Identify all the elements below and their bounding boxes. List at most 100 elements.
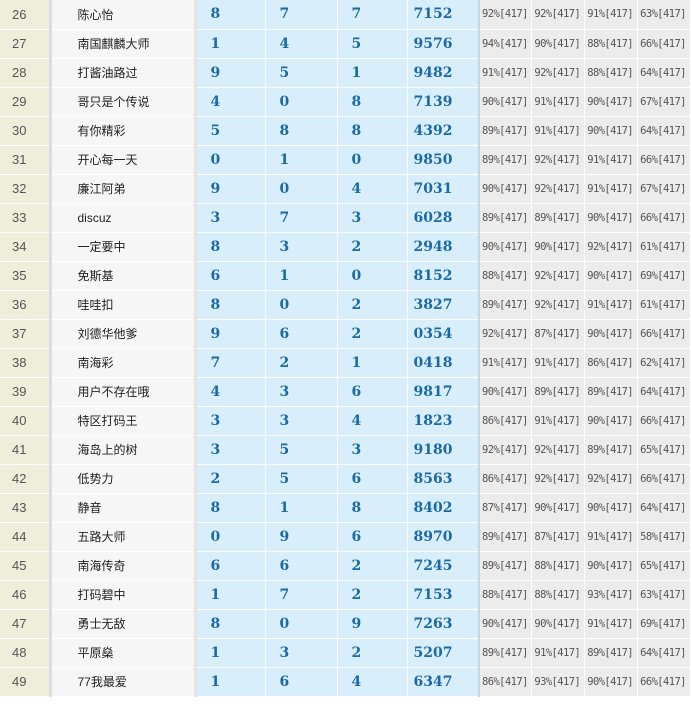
digit-2-cell: 4 [265,29,338,59]
digit-1-cell: 3 [195,435,266,465]
digit-3-cell: 3 [337,435,408,465]
percent-cell: 88%[417] [478,261,533,291]
rank-cell: 47 [0,609,52,639]
percent-cell: 92%[417] [531,464,586,494]
percent-cell: 86%[417] [478,406,533,436]
code-cell: 8152 [407,261,480,291]
digit-1-cell: 8 [195,232,266,262]
percent-cell: 90%[417] [478,232,533,262]
username-cell: 南海传奇 [50,551,197,581]
digit-1-cell: 4 [195,87,266,117]
digit-2-cell: 0 [265,174,338,204]
digit-3-cell: 4 [337,667,408,697]
username-cell: 打酱油路过 [50,58,197,88]
percent-cell: 66%[417] [637,145,691,175]
code-cell: 8563 [407,464,480,494]
digit-1-cell: 6 [195,261,266,291]
digit-1-cell: 7 [195,348,266,378]
digit-1-cell: 3 [195,203,266,233]
code-cell: 7031 [407,174,480,204]
code-cell: 9817 [407,377,480,407]
digit-2-cell: 7 [265,203,338,233]
table-row: 28 打酱油路过 9 5 1 9482 91%[417] 92%[417] 88%[417] 64… [0,58,691,88]
digit-2-cell: 1 [265,145,338,175]
code-cell: 7263 [407,609,480,639]
percent-cell: 61%[417] [637,232,691,262]
rank-cell: 38 [0,348,52,378]
percent-cell: 86%[417] [478,667,533,697]
table-row: 38 南海彩 7 2 1 0418 91%[417] 91%[417] 86%[417] 62%[… [0,348,691,378]
percent-cell: 92%[417] [531,290,586,320]
digit-1-cell: 4 [195,377,266,407]
code-cell: 9576 [407,29,480,59]
username-cell: 勇士无敌 [50,609,197,639]
digit-2-cell: 5 [265,58,338,88]
code-cell: 7139 [407,87,480,117]
code-cell: 9180 [407,435,480,465]
percent-cell: 94%[417] [478,29,533,59]
digit-3-cell: 4 [337,406,408,436]
percent-cell: 89%[417] [478,203,533,233]
digit-1-cell: 8 [195,290,266,320]
percent-cell: 90%[417] [584,406,639,436]
digit-3-cell: 7 [337,0,408,30]
percent-cell: 91%[417] [584,290,639,320]
percent-cell: 91%[417] [478,348,533,378]
code-cell: 9850 [407,145,480,175]
digit-1-cell: 9 [195,174,266,204]
percent-cell: 92%[417] [584,232,639,262]
percent-cell: 67%[417] [637,87,691,117]
rank-cell: 33 [0,203,52,233]
percent-cell: 92%[417] [531,174,586,204]
code-cell: 8970 [407,522,480,552]
digit-2-cell: 3 [265,406,338,436]
code-cell: 6028 [407,203,480,233]
digit-2-cell: 7 [265,0,338,30]
digit-1-cell: 9 [195,319,266,349]
percent-cell: 87%[417] [531,522,586,552]
table-row: 26 陈心怡 8 7 7 7152 92%[417] 92%[417] 91%[417] 63%[… [0,0,691,30]
code-cell: 4392 [407,116,480,146]
rank-cell: 42 [0,464,52,494]
digit-2-cell: 9 [265,522,338,552]
username-cell: 开心每一天 [50,145,197,175]
digit-2-cell: 0 [265,609,338,639]
digit-3-cell: 2 [337,551,408,581]
rank-cell: 48 [0,638,52,668]
rank-cell: 30 [0,116,52,146]
rank-cell: 26 [0,0,52,30]
percent-cell: 89%[417] [478,522,533,552]
percent-cell: 86%[417] [478,464,533,494]
percent-cell: 89%[417] [531,203,586,233]
percent-cell: 93%[417] [584,580,639,610]
percent-cell: 65%[417] [637,435,691,465]
percent-cell: 90%[417] [584,116,639,146]
rank-cell: 43 [0,493,52,523]
percent-cell: 91%[417] [584,174,639,204]
username-cell: 一定要中 [50,232,197,262]
code-cell: 6347 [407,667,480,697]
digit-2-cell: 3 [265,377,338,407]
username-cell: 有你精彩 [50,116,197,146]
digit-2-cell: 0 [265,87,338,117]
digit-1-cell: 1 [195,580,266,610]
percent-cell: 64%[417] [637,116,691,146]
username-cell: 刘德华他爹 [50,319,197,349]
percent-cell: 89%[417] [584,435,639,465]
table-row: 40 特区打码王 3 3 4 1823 86%[417] 91%[417] 90%[417] 66… [0,406,691,436]
digit-3-cell: 6 [337,522,408,552]
percent-cell: 90%[417] [478,87,533,117]
digit-2-cell: 5 [265,464,338,494]
percent-cell: 88%[417] [531,551,586,581]
digit-3-cell: 4 [337,174,408,204]
username-cell: 免斯基 [50,261,197,291]
digit-3-cell: 6 [337,377,408,407]
digit-2-cell: 2 [265,348,338,378]
percent-cell: 63%[417] [637,580,691,610]
table-row: 31 开心每一天 0 1 0 9850 89%[417] 92%[417] 91%[417] 66… [0,145,691,175]
percent-cell: 90%[417] [478,377,533,407]
percent-cell: 89%[417] [584,377,639,407]
percent-cell: 86%[417] [584,348,639,378]
table-row: 47 勇士无敌 8 0 9 7263 90%[417] 90%[417] 91%[417] 69%… [0,609,691,639]
rank-cell: 45 [0,551,52,581]
